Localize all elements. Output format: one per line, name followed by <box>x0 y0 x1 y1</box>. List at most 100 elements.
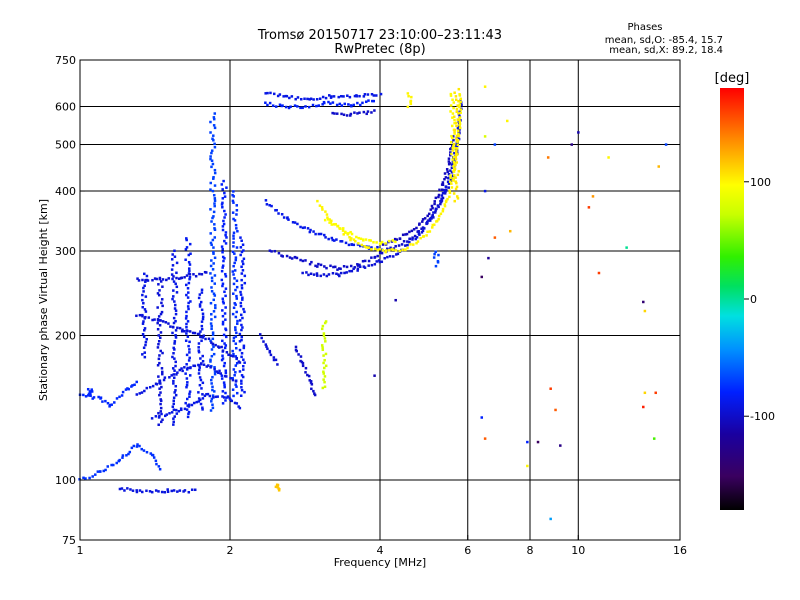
y-tick-label: 400 <box>55 185 76 198</box>
echo-trace-dot <box>358 111 361 114</box>
echo-trace-dot <box>372 99 376 103</box>
chart-title: Tromsø 20150717 23:10:00–23:11:43 <box>257 28 502 43</box>
echo-trace-dot <box>233 261 236 265</box>
echo-trace-dot <box>232 306 236 310</box>
echo-trace-dot <box>452 144 455 147</box>
echo-trace-dot <box>418 222 421 225</box>
echo-trace-dot <box>198 305 202 308</box>
echo-trace-dot <box>156 327 160 331</box>
echo-trace-dot <box>201 406 204 409</box>
echo-trace-dot <box>240 379 243 383</box>
echo-trace-dot <box>426 230 429 234</box>
echo-trace-dot <box>425 234 428 237</box>
echo-trace-dot <box>213 274 217 277</box>
echo-trace-dot <box>373 109 376 112</box>
echo-trace-dot <box>142 290 145 293</box>
echo-trace-dot <box>441 191 445 195</box>
echo-trace-dot <box>157 315 161 318</box>
echo-trace-dot <box>121 390 125 394</box>
echo-trace-dot <box>156 364 160 367</box>
echo-trace-dot <box>158 276 162 280</box>
echo-trace-dot <box>458 120 462 124</box>
echo-trace-dot <box>209 366 212 369</box>
echo-trace-dot <box>172 489 176 492</box>
echo-trace-dot <box>363 245 366 248</box>
echo-trace-dot <box>210 354 214 358</box>
echo-trace-dot <box>458 118 461 121</box>
echo-trace-dot <box>449 104 453 107</box>
echo-trace-dot <box>188 269 191 273</box>
echo-trace-dot <box>241 298 244 301</box>
echo-trace-dot <box>266 91 269 95</box>
echo-trace-dot <box>221 297 225 301</box>
echo-trace-dot <box>175 291 179 294</box>
echo-trace-dot <box>171 405 175 408</box>
echo-trace-dot <box>161 304 164 308</box>
echo-trace-dot <box>341 229 345 232</box>
echo-trace-dot <box>183 276 186 279</box>
echo-trace-dot <box>219 372 223 375</box>
echo-trace-dot <box>421 218 425 221</box>
echo-trace-dot <box>166 488 169 491</box>
echo-trace-dot <box>457 125 461 128</box>
echo-trace-dot <box>453 121 456 125</box>
echo-trace-dot <box>420 231 424 234</box>
echo-trace-dot <box>200 327 204 331</box>
echo-trace-dot <box>348 95 352 99</box>
echo-trace-dot <box>127 387 130 391</box>
echo-trace-dot <box>188 275 192 279</box>
echo-trace-dot <box>326 218 330 221</box>
echo-trace-dot <box>320 344 324 347</box>
echo-trace-dot <box>221 250 224 254</box>
echo-trace-dot <box>158 361 161 365</box>
echo-trace-dot <box>324 210 327 213</box>
echo-trace-dot <box>327 100 330 104</box>
echo-trace-dot <box>224 275 228 278</box>
echo-trace-dot <box>455 139 459 142</box>
echo-trace-dot <box>321 386 325 390</box>
echo-trace-dot <box>299 359 302 363</box>
echo-trace-dot <box>301 364 305 368</box>
echo-trace-dot <box>457 112 460 115</box>
echo-trace-dot <box>144 295 148 298</box>
echo-trace-dot <box>404 233 407 236</box>
echo-trace-dot <box>452 170 456 173</box>
echo-point <box>505 119 509 123</box>
echo-trace-dot <box>104 399 107 403</box>
echo-trace-dot <box>225 375 228 378</box>
echo-trace-dot <box>212 396 215 399</box>
echo-point <box>373 374 376 377</box>
echo-trace-dot <box>446 180 450 184</box>
echo-trace-dot <box>420 227 423 230</box>
echo-trace-dot <box>180 330 184 333</box>
echo-trace-dot <box>210 400 213 403</box>
echo-trace-dot <box>142 449 146 452</box>
y-tick-label: 100 <box>55 474 76 487</box>
echo-trace-dot <box>243 390 246 394</box>
echo-trace-dot <box>338 267 341 270</box>
echo-trace-dot <box>439 212 443 216</box>
echo-trace-dot <box>328 218 331 221</box>
echo-trace-dot <box>210 318 213 321</box>
echo-trace-dot <box>156 321 159 325</box>
echo-trace-dot <box>235 209 239 212</box>
echo-trace-dot <box>171 331 174 335</box>
echo-trace-dot <box>171 264 175 267</box>
echo-trace-dot <box>178 489 182 492</box>
echo-trace-dot <box>312 98 315 101</box>
echo-trace-dot <box>434 209 437 212</box>
echo-trace-dot <box>240 328 243 332</box>
echo-trace-dot <box>366 246 370 250</box>
echo-trace-dot <box>177 409 181 413</box>
echo-trace-dot <box>234 258 238 262</box>
echo-trace-dot <box>232 245 235 248</box>
echo-trace-dot <box>151 453 155 457</box>
echo-trace-dot <box>331 271 335 275</box>
echo-trace-dot <box>364 238 368 241</box>
echo-trace-dot <box>138 392 141 395</box>
echo-trace-dot <box>450 166 454 169</box>
echo-trace-dot <box>172 346 175 350</box>
echo-trace-dot <box>324 352 328 356</box>
echo-trace-dot <box>226 395 230 398</box>
echo-trace-dot <box>143 272 146 276</box>
